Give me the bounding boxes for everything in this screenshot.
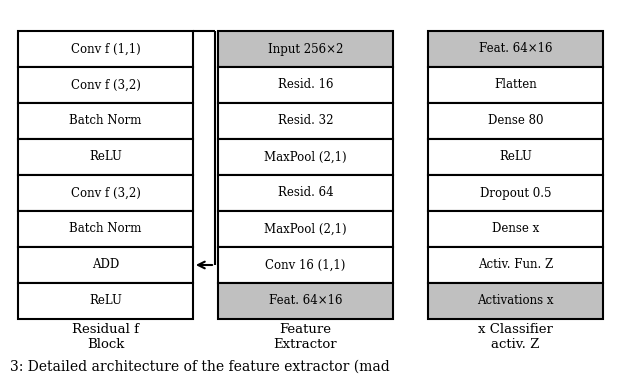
Bar xyxy=(18,67,193,103)
Bar xyxy=(218,31,393,67)
Bar xyxy=(18,283,193,319)
Bar xyxy=(428,211,603,247)
Text: Dropout 0.5: Dropout 0.5 xyxy=(480,186,551,200)
Text: Conv f (3,2): Conv f (3,2) xyxy=(71,186,141,200)
Text: Activ. Fun. Z: Activ. Fun. Z xyxy=(478,259,553,271)
Bar xyxy=(18,175,193,211)
Text: x Classifier
activ. Z: x Classifier activ. Z xyxy=(478,323,553,351)
Text: Feat. 64×16: Feat. 64×16 xyxy=(268,295,342,308)
Bar xyxy=(218,139,393,175)
Text: Input 256×2: Input 256×2 xyxy=(268,42,343,56)
Text: ReLU: ReLU xyxy=(499,151,532,164)
Text: MaxPool (2,1): MaxPool (2,1) xyxy=(264,151,347,164)
Bar xyxy=(218,283,393,319)
Text: Residual f
Block: Residual f Block xyxy=(72,323,139,351)
Bar xyxy=(218,211,393,247)
Text: Activations x: Activations x xyxy=(477,295,554,308)
Text: Conv 16 (1,1): Conv 16 (1,1) xyxy=(265,259,346,271)
Bar xyxy=(428,175,603,211)
Bar xyxy=(218,67,393,103)
Text: Dense x: Dense x xyxy=(492,222,539,235)
Text: 3: Detailed architecture of the feature extractor (mad: 3: Detailed architecture of the feature … xyxy=(10,360,390,374)
Text: ReLU: ReLU xyxy=(89,151,122,164)
Text: ReLU: ReLU xyxy=(89,295,122,308)
Text: ADD: ADD xyxy=(92,259,119,271)
Bar xyxy=(18,211,193,247)
Text: Dense 80: Dense 80 xyxy=(488,115,543,127)
Bar xyxy=(428,31,603,67)
Text: Resid. 16: Resid. 16 xyxy=(278,78,334,91)
Bar xyxy=(18,31,193,67)
Text: Conv f (1,1): Conv f (1,1) xyxy=(71,42,140,56)
Bar xyxy=(428,67,603,103)
Text: Flatten: Flatten xyxy=(494,78,537,91)
Bar xyxy=(18,139,193,175)
Bar xyxy=(428,283,603,319)
Bar xyxy=(428,139,603,175)
Bar xyxy=(218,247,393,283)
Text: MaxPool (2,1): MaxPool (2,1) xyxy=(264,222,347,235)
Bar xyxy=(218,175,393,211)
Text: Feature
Extractor: Feature Extractor xyxy=(273,323,337,351)
Bar xyxy=(428,247,603,283)
Text: Feat. 64×16: Feat. 64×16 xyxy=(479,42,552,56)
Bar xyxy=(18,247,193,283)
Text: Batch Norm: Batch Norm xyxy=(69,222,142,235)
Bar xyxy=(18,103,193,139)
Bar xyxy=(218,103,393,139)
Text: Conv f (3,2): Conv f (3,2) xyxy=(71,78,141,91)
Bar xyxy=(428,103,603,139)
Text: Batch Norm: Batch Norm xyxy=(69,115,142,127)
Text: Resid. 64: Resid. 64 xyxy=(278,186,334,200)
Text: Resid. 32: Resid. 32 xyxy=(278,115,334,127)
